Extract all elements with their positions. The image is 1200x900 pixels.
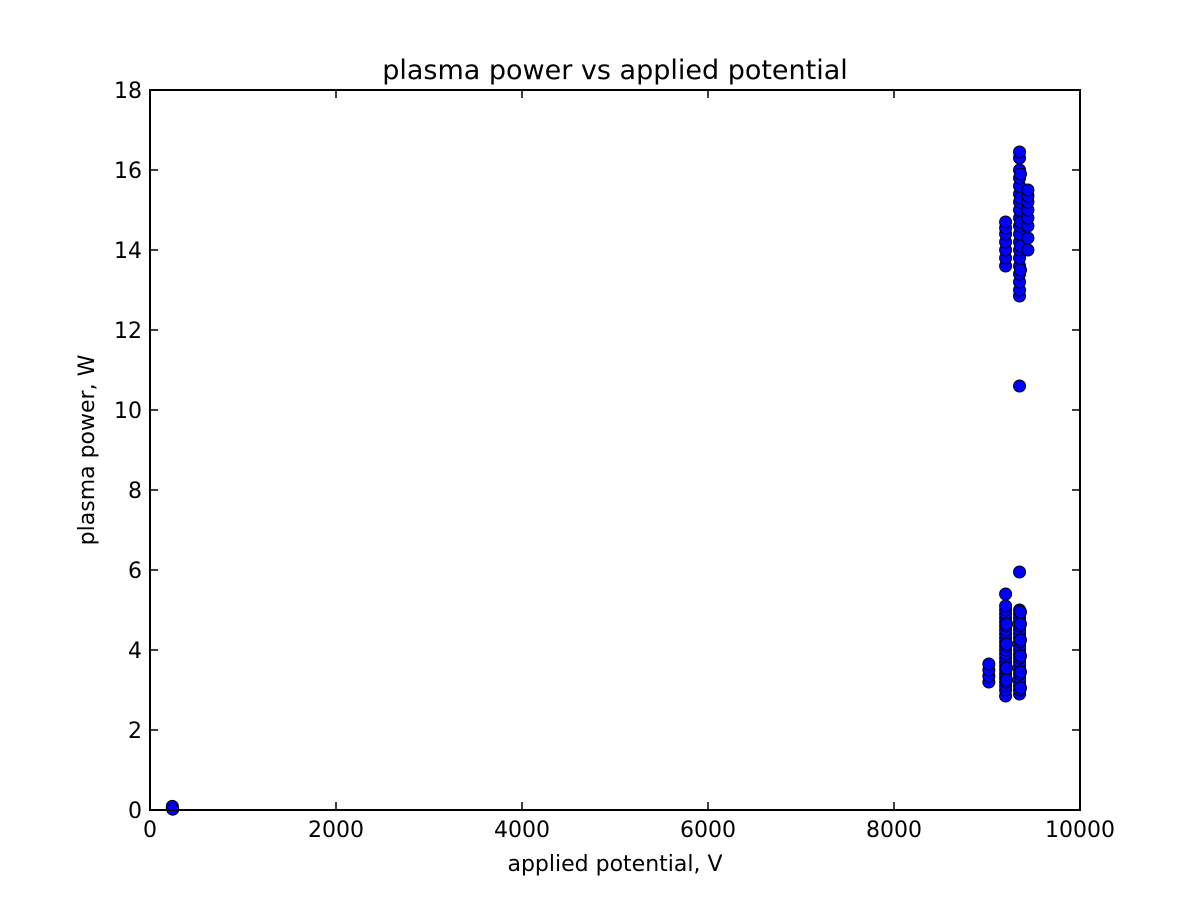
x-tick-label: 6000: [680, 818, 736, 843]
y-tick-label: 2: [128, 719, 142, 744]
y-tick-label: 14: [114, 239, 142, 264]
y-tick-label: 6: [128, 559, 142, 584]
data-point: [1000, 617, 1014, 631]
x-tick-label: 0: [143, 818, 157, 843]
chart-title: plasma power vs applied potential: [382, 55, 848, 86]
data-point: [1021, 231, 1035, 245]
data-point: [1021, 243, 1035, 257]
data-point: [1013, 617, 1027, 631]
data-point: [1013, 145, 1027, 159]
data-point: [1013, 605, 1027, 619]
data-point: [999, 587, 1013, 601]
x-tick-label: 10000: [1045, 818, 1115, 843]
y-tick-label: 10: [114, 399, 142, 424]
data-point: [1013, 379, 1027, 393]
data-point: [1000, 661, 1014, 675]
data-point: [999, 215, 1013, 229]
data-points: [165, 145, 1035, 816]
data-point: [1013, 565, 1027, 579]
x-tick-label: 4000: [494, 818, 550, 843]
y-axis-label: plasma power, W: [75, 354, 100, 545]
data-point: [1013, 681, 1027, 695]
x-tick-label: 8000: [866, 818, 922, 843]
data-point: [999, 599, 1013, 613]
y-tick-label: 4: [128, 639, 142, 664]
data-point: [1013, 665, 1027, 679]
x-axis-label: applied potential, V: [507, 852, 722, 877]
y-tick-label: 12: [114, 319, 142, 344]
data-point: [1021, 183, 1035, 197]
data-point: [1013, 167, 1027, 181]
y-tick-label: 18: [114, 79, 142, 104]
y-tick-label: 16: [114, 159, 142, 184]
x-tick-label: 2000: [308, 818, 364, 843]
y-tick-label: 8: [128, 479, 142, 504]
data-point: [1013, 633, 1027, 647]
axis-ticks: 0 2000 4000 6000 8000 10000 0 2 4 6 8 10 12 14 16 18: [114, 79, 1115, 843]
data-point: [1000, 637, 1014, 651]
data-point: [982, 657, 996, 671]
data-point: [1013, 263, 1027, 277]
y-tick-label: 0: [128, 799, 142, 824]
plot-area-frame: [149, 89, 1081, 811]
data-point: [1013, 649, 1027, 663]
data-point: [1000, 673, 1014, 687]
